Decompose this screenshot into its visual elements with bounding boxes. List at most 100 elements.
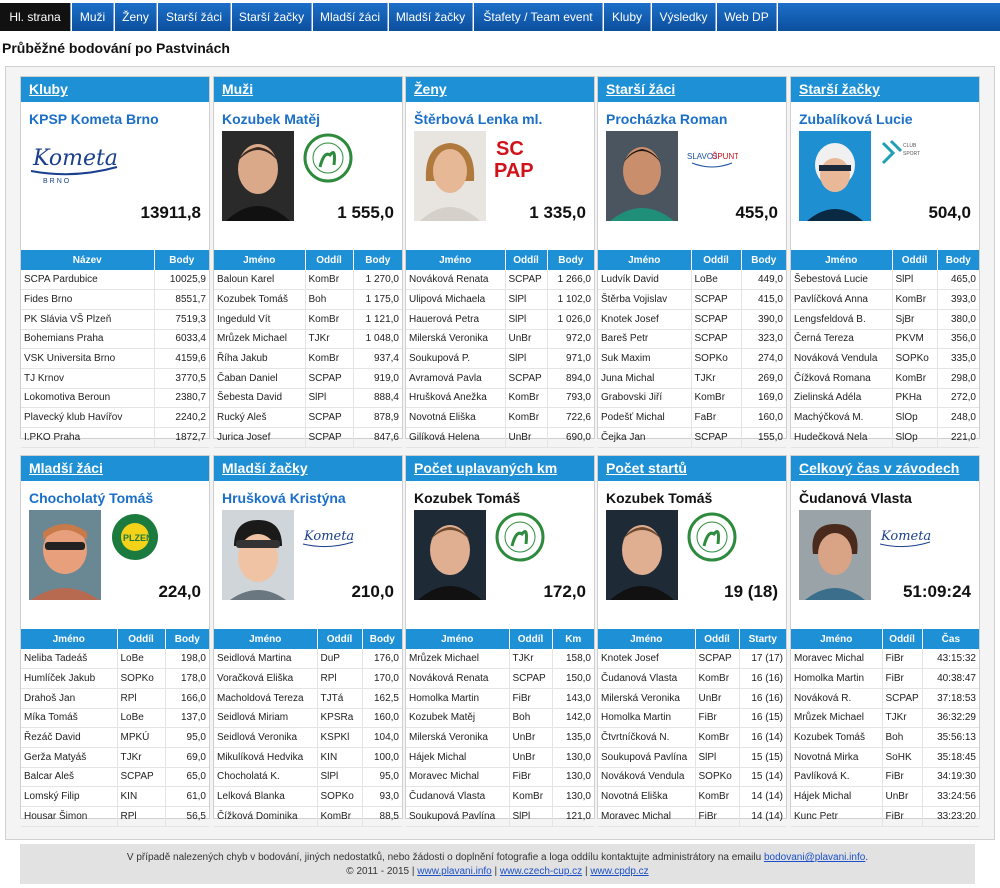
- cell-points: 3770,5: [154, 368, 209, 389]
- athlete-photo: [606, 510, 678, 600]
- col-header[interactable]: Oddíl: [695, 629, 740, 649]
- col-header[interactable]: Body: [937, 250, 979, 270]
- cell-km: 130,0: [552, 767, 594, 788]
- col-header[interactable]: Body: [165, 629, 209, 649]
- nav-men[interactable]: Muži: [72, 3, 114, 31]
- nav-younger-boys[interactable]: Mladší žáci: [313, 3, 388, 31]
- nav-web-dp[interactable]: Web DP: [717, 3, 777, 31]
- col-header[interactable]: Jméno: [214, 250, 306, 270]
- col-header[interactable]: Body: [353, 250, 402, 270]
- cell-points: 65,0: [165, 767, 209, 788]
- ranking-table: Jméno Oddíl Body Baloun Karel KomBr 1 270,…: [214, 250, 402, 448]
- cell-points: 178,0: [165, 668, 209, 689]
- cell-name: Soukupová Pavlína: [406, 806, 510, 827]
- bohemians-logo-icon: [303, 133, 353, 183]
- col-header[interactable]: Oddíl: [317, 629, 363, 649]
- col-header[interactable]: Body: [547, 250, 594, 270]
- table-row: Housar Šimon RPl 56,5: [21, 806, 209, 827]
- plavani-link[interactable]: www.plavani.info: [417, 866, 492, 877]
- cpdp-link[interactable]: www.cpdp.cz: [590, 866, 649, 877]
- col-header[interactable]: Oddíl: [505, 250, 548, 270]
- cell-club: SCPA Pardubice: [21, 270, 155, 291]
- col-header[interactable]: Oddíl: [691, 250, 742, 270]
- czech-cup-link[interactable]: www.czech-cup.cz: [499, 866, 583, 877]
- col-header[interactable]: Jméno: [791, 250, 893, 270]
- cell-points: 298,0: [937, 368, 979, 389]
- cell-name: Baloun Karel: [214, 270, 306, 291]
- card-header-link[interactable]: Ženy: [406, 77, 594, 102]
- leader-name: Kozubek Matěj: [222, 111, 321, 127]
- card-header-link[interactable]: Starší žáci: [598, 77, 786, 102]
- cell-name: Lomský Filip: [21, 786, 118, 807]
- table-row: Bohemians Praha 6033,4: [21, 329, 209, 350]
- nav-women[interactable]: Ženy: [115, 3, 157, 31]
- cell-club: TJKr: [509, 649, 553, 670]
- card-header-link[interactable]: Mladší žačky: [214, 456, 402, 481]
- cell-time: 33:24:56: [922, 786, 979, 807]
- col-header[interactable]: Body: [154, 250, 209, 270]
- cell-km: 135,0: [552, 727, 594, 748]
- col-header[interactable]: Název: [21, 250, 155, 270]
- cell-points: 390,0: [741, 309, 786, 330]
- cell-club: VSK Universita Brno: [21, 348, 155, 369]
- cell-points: 878,9: [353, 407, 402, 428]
- cell-club: SlPl: [305, 388, 354, 409]
- card-header-link[interactable]: Mladší žáci: [21, 456, 209, 481]
- scpap-logo-icon: SC PAP: [494, 138, 534, 182]
- col-header[interactable]: Jméno: [214, 629, 318, 649]
- col-header[interactable]: Jméno: [598, 250, 692, 270]
- col-header[interactable]: Oddíl: [305, 250, 354, 270]
- card-header-link[interactable]: Celkový čas v závodech: [791, 456, 979, 481]
- nav-results[interactable]: Výsledky: [652, 3, 716, 31]
- col-header[interactable]: Jméno: [21, 629, 118, 649]
- cell-club: KomBr: [892, 289, 938, 310]
- card-total-time: Celkový čas v závodech Čudanová Vlasta K…: [790, 455, 980, 827]
- col-header[interactable]: Starty: [739, 629, 786, 649]
- col-header[interactable]: Jméno: [406, 250, 506, 270]
- col-header[interactable]: Jméno: [406, 629, 510, 649]
- nav-older-boys[interactable]: Starší žáci: [158, 3, 231, 31]
- leader-name: Kozubek Tomáš: [414, 490, 521, 506]
- card-older-girls: Starší žačky Zubalíková Lucie CLUB SPORT…: [790, 76, 980, 448]
- col-header[interactable]: Jméno: [598, 629, 696, 649]
- nav-younger-girls[interactable]: Mladší žačky: [389, 3, 473, 31]
- cell-name: Ulipová Michaela: [406, 289, 506, 310]
- col-header[interactable]: Oddíl: [892, 250, 938, 270]
- col-header[interactable]: Čas: [922, 629, 979, 649]
- cell-name: Hájek Michal: [791, 786, 883, 807]
- cell-name: Housar Šimon: [21, 806, 118, 827]
- nav-older-girls[interactable]: Starší žačky: [232, 3, 312, 31]
- nav-relays[interactable]: Štafety / Team event: [474, 3, 603, 31]
- col-header[interactable]: Oddíl: [117, 629, 166, 649]
- card-header-link[interactable]: Kluby: [21, 77, 209, 102]
- card-header-link[interactable]: Počet startů: [598, 456, 786, 481]
- cell-club: TJTá: [317, 688, 363, 709]
- leader-score: 13911,8: [140, 203, 201, 222]
- cell-club: UnBr: [695, 688, 740, 709]
- card-header-link[interactable]: Starší žačky: [791, 77, 979, 102]
- col-header[interactable]: Body: [362, 629, 402, 649]
- cell-name: Gerža Matyáš: [21, 747, 118, 768]
- cell-name: Černá Tereza: [791, 329, 893, 350]
- nav-home[interactable]: Hl. strana: [0, 3, 71, 31]
- cell-club: UnBr: [509, 747, 553, 768]
- cell-starts: 16 (16): [739, 668, 786, 689]
- card-starts: Počet startů Kozubek Tomáš 19 (18) Jméno…: [597, 455, 787, 827]
- card-header-link[interactable]: Muži: [214, 77, 402, 102]
- cell-club: RPl: [117, 806, 166, 827]
- col-header[interactable]: Oddíl: [882, 629, 923, 649]
- cell-name: Mikulíková Hedvika: [214, 747, 318, 768]
- col-header[interactable]: Jméno: [791, 629, 883, 649]
- col-header[interactable]: Body: [741, 250, 786, 270]
- leader-name: KPSP Kometa Brno: [29, 111, 159, 127]
- col-header[interactable]: Oddíl: [509, 629, 553, 649]
- nav-clubs[interactable]: Kluby: [604, 3, 651, 31]
- contact-email-link[interactable]: bodovani@plavani.info: [763, 852, 866, 863]
- table-row: Čtvrtníčková N. KomBr 16 (14): [598, 727, 786, 748]
- card-header-link[interactable]: Počet uplavaných km: [406, 456, 594, 481]
- table-row: Soukupová P. SlPl 971,0: [406, 348, 594, 369]
- cell-points: 335,0: [937, 348, 979, 369]
- table-row: Ingeduld Vít KomBr 1 121,0: [214, 309, 402, 330]
- table-row: Jurica Josef SCPAP 847,6: [214, 427, 402, 448]
- col-header[interactable]: Km: [552, 629, 594, 649]
